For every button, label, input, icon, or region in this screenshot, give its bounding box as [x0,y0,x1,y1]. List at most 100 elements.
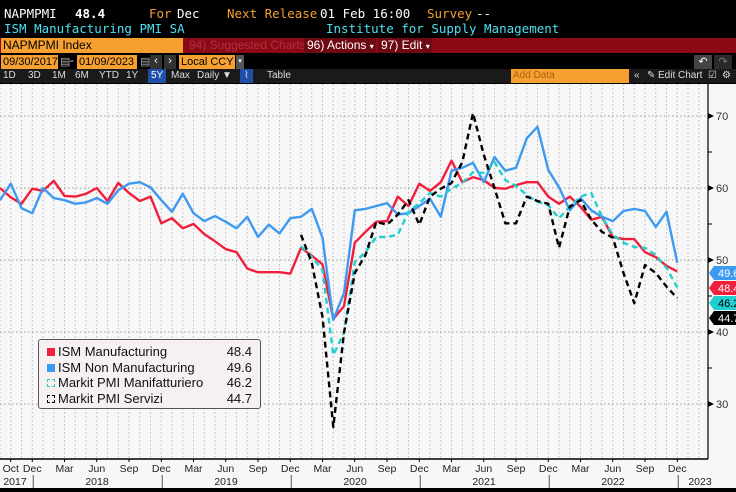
line-chart-icon[interactable]: ⌇ [240,69,253,83]
period-max[interactable]: Max [171,69,190,83]
caret-down-icon: ▾ [370,42,374,51]
gear-icon[interactable]: ⚙ [722,69,731,83]
date-range-bar: 09/30/2017 ▤ - 01/09/2023 ▤ ‹ › Local CC… [0,55,736,69]
x-tick-label: Dec [410,463,429,475]
x-tick-label: Oct [3,463,19,475]
x-tick-label: Mar [442,463,461,475]
suggested-charts-button[interactable]: 94) Suggested Charts [186,38,302,53]
add-data-input[interactable]: Add Data [511,69,629,83]
pencil-icon[interactable]: ✎ [647,69,655,83]
period-1m[interactable]: 1M [52,69,66,83]
edit-menu[interactable]: 97) Edit ▾ [378,38,432,53]
x-tick-label: Sep [507,463,526,475]
next-release-value: 01 Feb 16:00 [320,6,410,21]
x-year-label: 2017 [3,476,27,488]
edit-chart-button[interactable]: Edit Chart [658,69,702,83]
actions-menu[interactable]: 96) Actions ▾ [304,38,376,53]
next-icon[interactable]: › [164,55,176,69]
legend-label: Markit PMI Servizi [58,391,163,406]
y-tick-label: 70 [716,111,728,123]
x-tick-label: Sep [636,463,655,475]
security-header: NAPMPMI 48.4 For Dec Next Release 01 Feb… [0,6,736,21]
start-date-input[interactable]: 09/30/2017 [1,55,58,69]
last-value-tag: 48.4 [709,281,736,295]
x-tick-label: Dec [281,463,300,475]
x-tick-label: Dec [23,463,42,475]
last-value-tag: 44.7 [709,311,736,325]
period-3d[interactable]: 3D [28,69,41,83]
x-tick-label: Jun [217,463,234,475]
ticker: NAPMPMI [4,6,57,21]
x-tick-label: Jun [346,463,363,475]
last-value-label: 48.4 [718,283,736,295]
legend-swatch [47,348,55,356]
legend-item[interactable]: Markit PMI Manifatturiero 46.2 [47,375,260,391]
last-value-label: 49.6 [718,268,736,280]
period-1y[interactable]: 1Y [126,69,138,83]
x-year-label: 2019 [214,476,238,488]
for-value: Dec [177,6,200,21]
end-date-input[interactable]: 01/09/2023 [77,55,137,69]
legend-item[interactable]: ISM Non Manufacturing 49.6 [47,360,260,376]
period-6m[interactable]: 6M [75,69,89,83]
legend-item[interactable]: Markit PMI Servizi 44.7 [47,391,260,407]
legend-value: 46.2 [227,375,252,391]
x-year-label: 2023 [688,476,712,488]
legend-swatch [47,364,55,372]
legend-label: ISM Manufacturing [58,344,167,359]
edit-label: 97) Edit [381,38,422,52]
x-tick-label: Mar [571,463,590,475]
x-year-label: 2022 [601,476,625,488]
line-chart: 304050607049.648.446.244.7OctDecMarJunSe… [0,84,736,488]
caret-down-icon[interactable]: ▾ [236,55,244,69]
source: Institute for Supply Management [326,21,559,36]
x-tick-label: Sep [378,463,397,475]
last-value-tag: 49.6 [709,266,736,280]
legend-label: ISM Non Manufacturing [58,360,195,375]
x-tick-label: Jun [604,463,621,475]
last-value-tag: 46.2 [709,296,736,310]
legend-label: Markit PMI Manifatturiero [58,375,203,390]
x-tick-label: Jun [475,463,492,475]
legend-value: 48.4 [227,344,252,360]
currency-select[interactable]: Local CCY [179,55,235,69]
y-tick-label: 50 [716,255,728,267]
caret-down-icon: ▾ [426,42,430,51]
legend-value: 49.6 [227,360,252,376]
x-tick-label: Mar [55,463,74,475]
x-tick-label: Dec [668,463,687,475]
collapse-icon[interactable]: « [634,69,640,83]
survey-value: -- [476,6,491,21]
range-dash: - [70,55,74,67]
legend-item[interactable]: ISM Manufacturing 48.4 [47,344,260,360]
survey-label: Survey [427,6,472,21]
redo-icon[interactable]: ↷ [714,55,732,69]
x-tick-label: Mar [184,463,203,475]
x-tick-label: Sep [249,463,268,475]
period-1d[interactable]: 1D [3,69,16,83]
x-axis-area [0,459,736,488]
legend-swatch [47,395,55,403]
period-ytd[interactable]: YTD [99,69,119,83]
undo-icon[interactable]: ↶ [694,55,712,69]
security-input[interactable]: NAPMPMI Index [1,38,183,53]
calendar-icon[interactable]: ▤ [60,55,70,68]
checkbox-icon[interactable]: ☑ [708,69,717,83]
x-year-label: 2018 [85,476,109,488]
actions-label: 96) Actions [307,38,366,52]
legend-value: 44.7 [227,391,252,407]
x-tick-label: Jun [88,463,105,475]
x-tick-label: Sep [120,463,139,475]
frequency-select[interactable]: Daily ▼ [197,69,232,83]
previous-icon[interactable]: ‹ [150,55,162,69]
last-value-label: 46.2 [718,298,736,310]
x-tick-label: Dec [539,463,558,475]
calendar-icon[interactable]: ▤ [140,55,150,68]
next-release-label: Next Release [227,6,317,21]
last-value-label: 44.7 [718,313,736,325]
period-5y[interactable]: 5Y [148,69,166,83]
for-label: For [149,6,172,21]
y-tick-label: 60 [716,183,728,195]
table-button[interactable]: Table [267,69,291,83]
